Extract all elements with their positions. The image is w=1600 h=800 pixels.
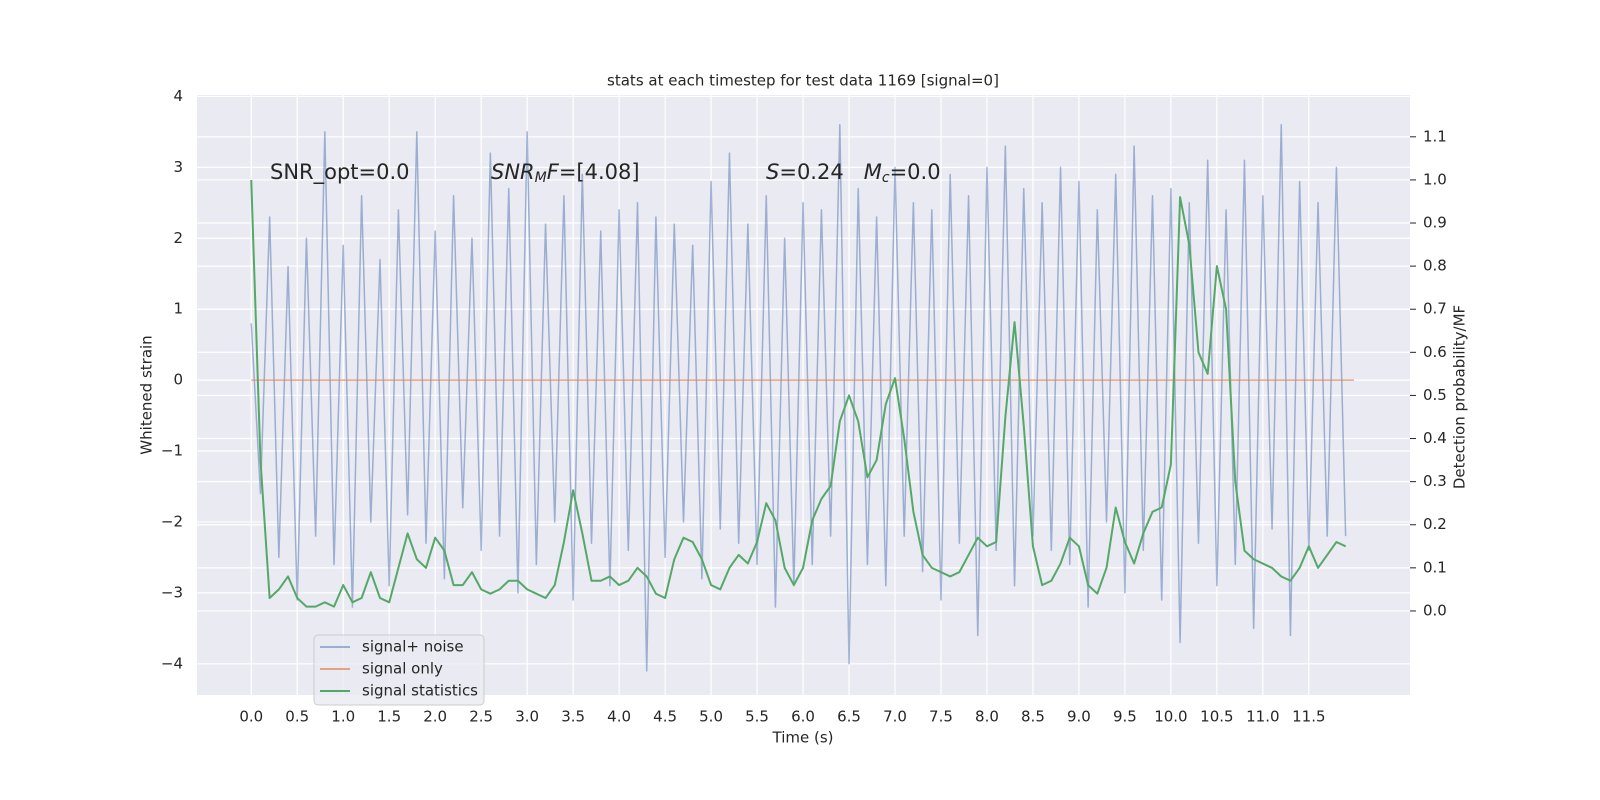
y-tick-label: −3 <box>161 583 183 601</box>
x-axis-label: Time (s) <box>772 729 834 747</box>
y2-tick-label: 0.9 <box>1423 214 1447 232</box>
y2-tick-label: 0.6 <box>1423 343 1447 361</box>
x-tick-label: 4.5 <box>653 708 677 726</box>
x-tick-label: 10.0 <box>1154 708 1187 726</box>
annotation-part: =0.24 <box>779 160 863 184</box>
annotation: S=0.24 Mc=0.0 <box>766 160 941 186</box>
x-tick-label: 2.0 <box>423 708 447 726</box>
y2-tick-label: 0.5 <box>1423 386 1447 404</box>
y-tick-label: −2 <box>161 512 183 530</box>
series-line <box>250 179 1347 608</box>
x-tick-label: 4.0 <box>607 708 631 726</box>
legend-label: signal only <box>362 660 443 678</box>
x-tick-label: 7.0 <box>883 708 907 726</box>
annotation: SNR_opt=0.0 <box>270 160 410 185</box>
y2-tick-label: 0.8 <box>1423 257 1447 275</box>
y2-tick-label: 1.0 <box>1423 170 1447 188</box>
x-tick-label: 9.5 <box>1113 708 1137 726</box>
x-tick-label: 3.5 <box>561 708 585 726</box>
y-tick-label: 3 <box>173 158 183 176</box>
y-tick-label: −1 <box>161 442 183 460</box>
chart-title: stats at each timestep for test data 116… <box>607 72 999 90</box>
x-tick-label: 0.5 <box>285 708 309 726</box>
x-tick-label: 6.5 <box>837 708 861 726</box>
x-tick-label: 5.0 <box>699 708 723 726</box>
y2-tick-label: 1.1 <box>1423 127 1447 145</box>
annotation-part: F <box>547 160 560 184</box>
annotation-part: M <box>864 160 882 184</box>
annotation: SNRMF=[4.08] <box>491 160 640 186</box>
y2-tick-label: 0.4 <box>1423 429 1447 447</box>
y2-tick-label: 0.2 <box>1423 515 1447 533</box>
y2-tick-label: 0.3 <box>1423 472 1447 490</box>
x-tick-label: 1.0 <box>331 708 355 726</box>
y2-tick-label: 0.0 <box>1423 601 1447 619</box>
y-tick-label: −4 <box>161 654 183 672</box>
annotation-part: =0.0 <box>890 160 941 184</box>
legend-label: signal statistics <box>362 682 478 700</box>
annotation-part: =[4.08] <box>559 160 640 184</box>
x-tick-label: 1.5 <box>377 708 401 726</box>
series-line <box>250 124 1347 672</box>
y-tick-label: 0 <box>173 371 183 389</box>
y2-axis-label: Detection probability/MF <box>1451 305 1469 489</box>
x-tick-label: 0.0 <box>239 708 263 726</box>
x-tick-label: 8.0 <box>975 708 999 726</box>
x-tick-label: 11.5 <box>1292 708 1325 726</box>
x-tick-label: 9.0 <box>1067 708 1091 726</box>
annotation-part: S <box>766 160 779 184</box>
x-tick-label: 3.0 <box>515 708 539 726</box>
x-tick-label: 5.5 <box>745 708 769 726</box>
annotation-part: M <box>535 170 547 186</box>
y-tick-label: 1 <box>173 300 183 318</box>
x-tick-label: 8.5 <box>1021 708 1045 726</box>
annotation-part: SNR <box>491 160 535 184</box>
annotation-part: SNR_opt=0.0 <box>270 160 410 185</box>
x-tick-label: 2.5 <box>469 708 493 726</box>
y-tick-label: 2 <box>173 229 183 247</box>
x-tick-label: 10.5 <box>1200 708 1233 726</box>
x-tick-label: 6.0 <box>791 708 815 726</box>
y-tick-label: 4 <box>173 87 183 105</box>
annotation-part: c <box>882 170 890 186</box>
legend-label: signal+ noise <box>362 638 464 656</box>
x-tick-label: 7.5 <box>929 708 953 726</box>
x-tick-label: 11.0 <box>1246 708 1279 726</box>
legend: signal+ noise signal only signal statistic… <box>313 634 485 706</box>
legend-box <box>313 634 485 706</box>
y2-tick-label: 0.7 <box>1423 300 1447 318</box>
y-axis-label: Whitened strain <box>138 335 156 454</box>
y2-tick-label: 0.1 <box>1423 558 1447 576</box>
